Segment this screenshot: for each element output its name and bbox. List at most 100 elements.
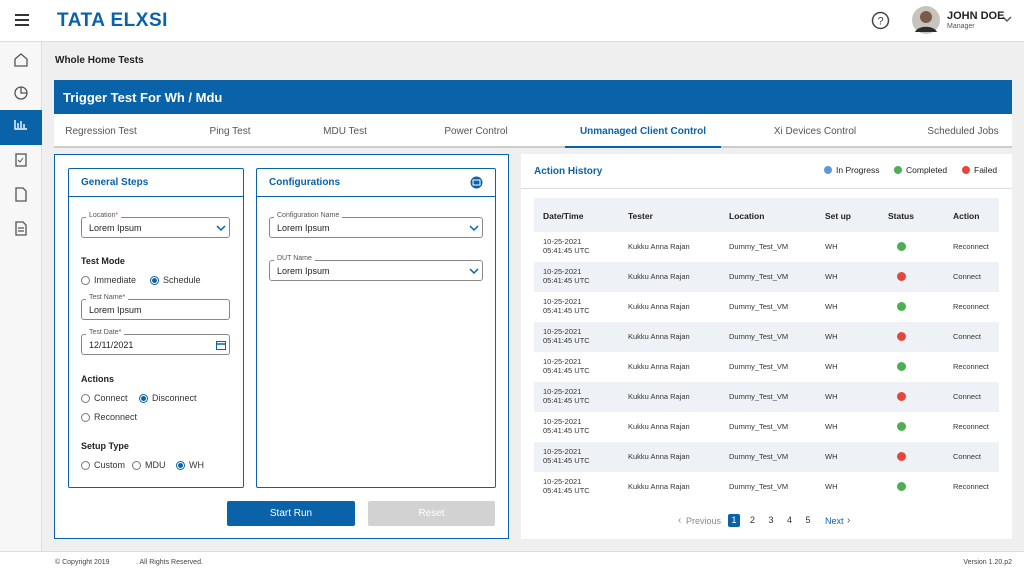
cell-location: Dummy_Test_VM bbox=[729, 332, 789, 341]
input-field[interactable] bbox=[269, 217, 483, 238]
cell-time: 05:41:45 UTC bbox=[543, 486, 590, 495]
logo: TATA ELXSI bbox=[57, 10, 168, 31]
banner-bg bbox=[54, 80, 1012, 114]
dropdown-icon[interactable] bbox=[468, 265, 480, 277]
divider bbox=[256, 196, 496, 197]
calendar-icon[interactable] bbox=[215, 339, 227, 351]
cell-tester: Kukku Anna Rajan bbox=[628, 392, 690, 401]
cell-tester: Kukku Anna Rajan bbox=[628, 482, 690, 491]
tab[interactable]: Regression Test bbox=[65, 126, 137, 137]
cell-location: Dummy_Test_VM bbox=[729, 362, 789, 371]
cell-action[interactable]: Connect bbox=[953, 452, 981, 461]
breadcrumb: Whole Home Tests bbox=[55, 55, 144, 66]
radio[interactable] bbox=[176, 461, 185, 470]
radio[interactable] bbox=[150, 276, 159, 285]
reset-button[interactable]: Reset bbox=[368, 501, 495, 526]
version: Version 1.20.p2 bbox=[963, 559, 1012, 566]
cell-time: 05:41:45 UTC bbox=[543, 456, 590, 465]
radio[interactable] bbox=[81, 413, 90, 422]
table-row bbox=[534, 232, 999, 262]
start-button[interactable]: Start Run bbox=[227, 501, 355, 526]
radio[interactable] bbox=[81, 276, 90, 285]
label-text: Location bbox=[89, 212, 116, 219]
column-header: Set up bbox=[825, 211, 851, 221]
label-text: DUT Name bbox=[277, 255, 312, 262]
input-field[interactable] bbox=[81, 334, 230, 355]
cell-action[interactable]: Reconnect bbox=[953, 482, 989, 491]
cell-action[interactable]: Reconnect bbox=[953, 362, 989, 371]
input-field[interactable] bbox=[269, 260, 483, 281]
table-header-bg bbox=[534, 198, 999, 232]
radio[interactable] bbox=[81, 461, 90, 470]
cell-setup: WH bbox=[825, 332, 838, 341]
cell-action[interactable]: Connect bbox=[953, 332, 981, 341]
user-chevron[interactable] bbox=[1002, 15, 1012, 23]
radio-label[interactable]: Custom bbox=[94, 460, 126, 470]
cell-setup: WH bbox=[825, 242, 838, 251]
cell-location: Dummy_Test_VM bbox=[729, 422, 789, 431]
field-value: 12/11/2021 bbox=[89, 340, 134, 350]
legend-label: Completed bbox=[906, 165, 948, 175]
cell-action[interactable]: Connect bbox=[953, 392, 981, 401]
tab[interactable]: MDU Test bbox=[323, 126, 367, 137]
cell-action[interactable]: Reconnect bbox=[953, 302, 989, 311]
tab[interactable]: Unmanaged Client Control bbox=[579, 126, 707, 137]
table-row bbox=[534, 262, 999, 292]
cell-action[interactable]: Reconnect bbox=[953, 242, 989, 251]
tab[interactable]: Scheduled Jobs bbox=[927, 126, 999, 137]
status-dot bbox=[897, 452, 906, 461]
sidebar-icons[interactable] bbox=[0, 42, 42, 242]
cell-time: 05:41:45 UTC bbox=[543, 276, 590, 285]
radio-label[interactable]: Disconnect bbox=[152, 393, 197, 403]
page-number[interactable]: 4 bbox=[786, 515, 792, 525]
radio-label[interactable]: Schedule bbox=[163, 275, 201, 285]
section-title: Configurations bbox=[269, 177, 341, 188]
page-number[interactable]: 3 bbox=[768, 515, 774, 525]
status-dot bbox=[897, 242, 906, 251]
page-number[interactable]: 1 bbox=[728, 514, 740, 527]
avatar[interactable] bbox=[912, 6, 940, 34]
table-row bbox=[534, 352, 999, 382]
status-dot bbox=[897, 332, 906, 341]
cell-date: 10-25-2021 bbox=[543, 477, 582, 486]
field-label: DUT Name bbox=[274, 255, 315, 262]
dropdown-icon[interactable] bbox=[468, 222, 480, 234]
page-number[interactable]: 5 bbox=[805, 515, 811, 525]
page-previous[interactable]: Previous bbox=[686, 516, 722, 526]
radio-label[interactable]: Reconnect bbox=[94, 412, 138, 422]
cell-action[interactable]: Connect bbox=[953, 272, 981, 281]
column-header: Action bbox=[953, 211, 980, 221]
help-icon[interactable]: ? bbox=[871, 11, 890, 30]
cell-date: 10-25-2021 bbox=[543, 327, 582, 336]
radio-label[interactable]: WH bbox=[189, 460, 204, 470]
table-row bbox=[534, 292, 999, 322]
config-icon[interactable] bbox=[470, 176, 483, 189]
tab[interactable]: Power Control bbox=[444, 126, 508, 137]
radio[interactable] bbox=[81, 394, 90, 403]
menu-icon[interactable] bbox=[14, 13, 30, 27]
radio-label[interactable]: Immediate bbox=[94, 275, 137, 285]
tabs-bar bbox=[54, 114, 1012, 148]
column-header: Tester bbox=[628, 211, 653, 221]
cell-date: 10-25-2021 bbox=[543, 267, 582, 276]
radio[interactable] bbox=[139, 394, 148, 403]
top-bar bbox=[0, 0, 1024, 42]
label-text: Test Name* bbox=[89, 294, 126, 301]
input-field[interactable] bbox=[81, 299, 230, 320]
radio-label[interactable]: MDU bbox=[145, 460, 166, 470]
page-number[interactable]: 2 bbox=[749, 515, 755, 525]
radio-label[interactable]: Connect bbox=[94, 393, 128, 403]
page-next[interactable]: Next bbox=[825, 516, 844, 526]
tab[interactable]: Xi Devices Control bbox=[773, 126, 857, 137]
table-row bbox=[534, 472, 999, 502]
field-label: Location* bbox=[86, 212, 122, 219]
cell-time: 05:41:45 UTC bbox=[543, 426, 590, 435]
table-row bbox=[534, 442, 999, 472]
dropdown-icon[interactable] bbox=[215, 222, 227, 234]
cell-action[interactable]: Reconnect bbox=[953, 422, 989, 431]
input-field[interactable] bbox=[81, 217, 230, 238]
cell-setup: WH bbox=[825, 482, 838, 491]
radio[interactable] bbox=[132, 461, 141, 470]
table-row bbox=[534, 382, 999, 412]
tab[interactable]: Ping Test bbox=[209, 126, 251, 137]
